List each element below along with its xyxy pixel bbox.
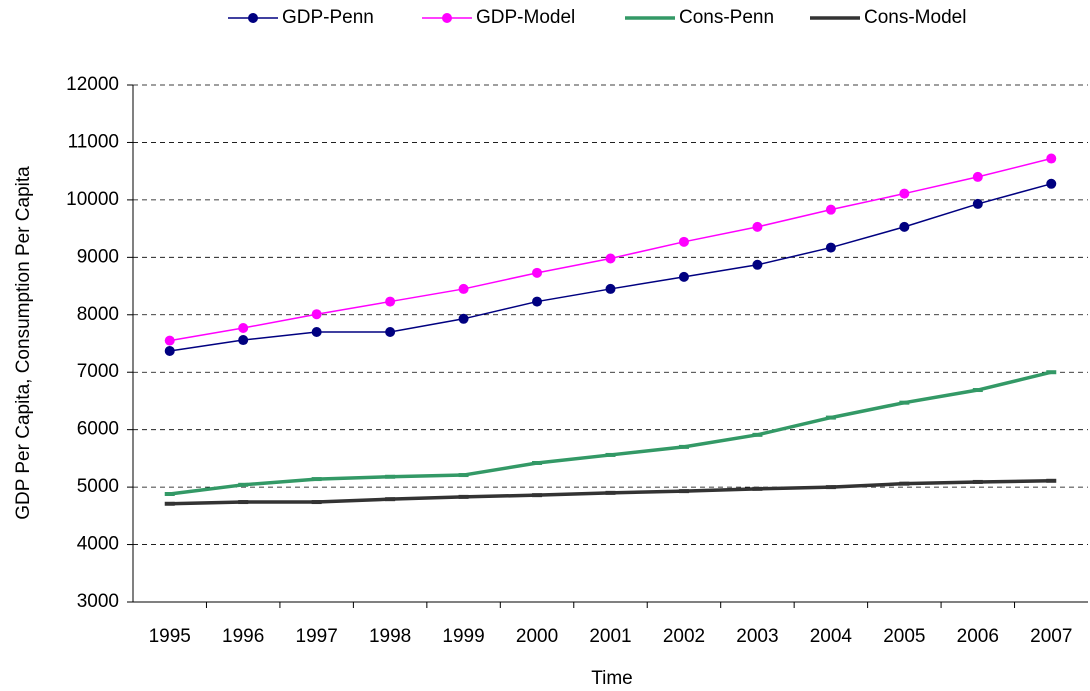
point bbox=[532, 267, 543, 278]
legend-marker bbox=[442, 13, 452, 23]
x-tick-label: 2007 bbox=[1030, 626, 1072, 647]
point bbox=[825, 204, 836, 215]
y-tick-label: 7000 bbox=[77, 361, 119, 382]
point bbox=[458, 283, 469, 294]
point bbox=[385, 327, 396, 338]
point bbox=[238, 322, 249, 333]
y-axis-label: GDP Per Capita, Consumption Per Capita bbox=[13, 166, 34, 520]
point bbox=[899, 221, 910, 232]
point bbox=[605, 283, 616, 294]
x-tick-label: 2003 bbox=[736, 626, 778, 647]
y-tick-label: 12000 bbox=[66, 74, 119, 95]
x-tick-label: 2002 bbox=[663, 626, 705, 647]
x-tick-label: 2000 bbox=[516, 626, 558, 647]
series-line bbox=[169, 370, 1052, 496]
point bbox=[311, 309, 322, 320]
x-tick-label: 1995 bbox=[149, 626, 191, 647]
point bbox=[238, 335, 249, 346]
y-tick-label: 10000 bbox=[66, 189, 119, 210]
y-tick-label: 3000 bbox=[77, 591, 119, 612]
point bbox=[678, 271, 689, 282]
point bbox=[899, 188, 910, 199]
y-tick-label: 6000 bbox=[77, 419, 119, 440]
x-tick-label: 2001 bbox=[589, 626, 631, 647]
point bbox=[164, 345, 175, 356]
x-tick-label: 2005 bbox=[883, 626, 925, 647]
point bbox=[972, 198, 983, 209]
point bbox=[678, 236, 689, 247]
x-tick-label: 2004 bbox=[810, 626, 853, 647]
legend-label: Cons-Model bbox=[864, 7, 966, 28]
legend-marker bbox=[248, 13, 258, 23]
y-tick-label: 8000 bbox=[77, 304, 119, 325]
legend-label: GDP-Model bbox=[476, 7, 575, 28]
y-tick-label: 5000 bbox=[77, 476, 119, 497]
point bbox=[311, 327, 322, 338]
point bbox=[532, 296, 543, 307]
point bbox=[972, 171, 983, 182]
point bbox=[605, 253, 616, 264]
x-tick-label: 1998 bbox=[369, 626, 411, 647]
y-tick-label: 9000 bbox=[77, 246, 119, 267]
x-tick-label: 1999 bbox=[442, 626, 484, 647]
point bbox=[752, 221, 763, 232]
point bbox=[164, 335, 175, 346]
x-tick-label: 1996 bbox=[222, 626, 264, 647]
y-tick-label: 11000 bbox=[68, 131, 119, 152]
series-line bbox=[169, 157, 1052, 342]
point bbox=[825, 242, 836, 253]
point bbox=[385, 296, 396, 307]
x-tick-label: 1997 bbox=[296, 626, 338, 647]
x-tick-label: 2006 bbox=[957, 626, 999, 647]
series-line bbox=[169, 183, 1052, 352]
y-tick-label: 4000 bbox=[77, 534, 119, 555]
point bbox=[1046, 153, 1057, 164]
x-axis-label: Time bbox=[591, 668, 633, 689]
point bbox=[752, 259, 763, 270]
point bbox=[1046, 178, 1057, 189]
legend-label: Cons-Penn bbox=[679, 7, 774, 28]
point bbox=[458, 313, 469, 324]
legend-label: GDP-Penn bbox=[282, 7, 374, 28]
